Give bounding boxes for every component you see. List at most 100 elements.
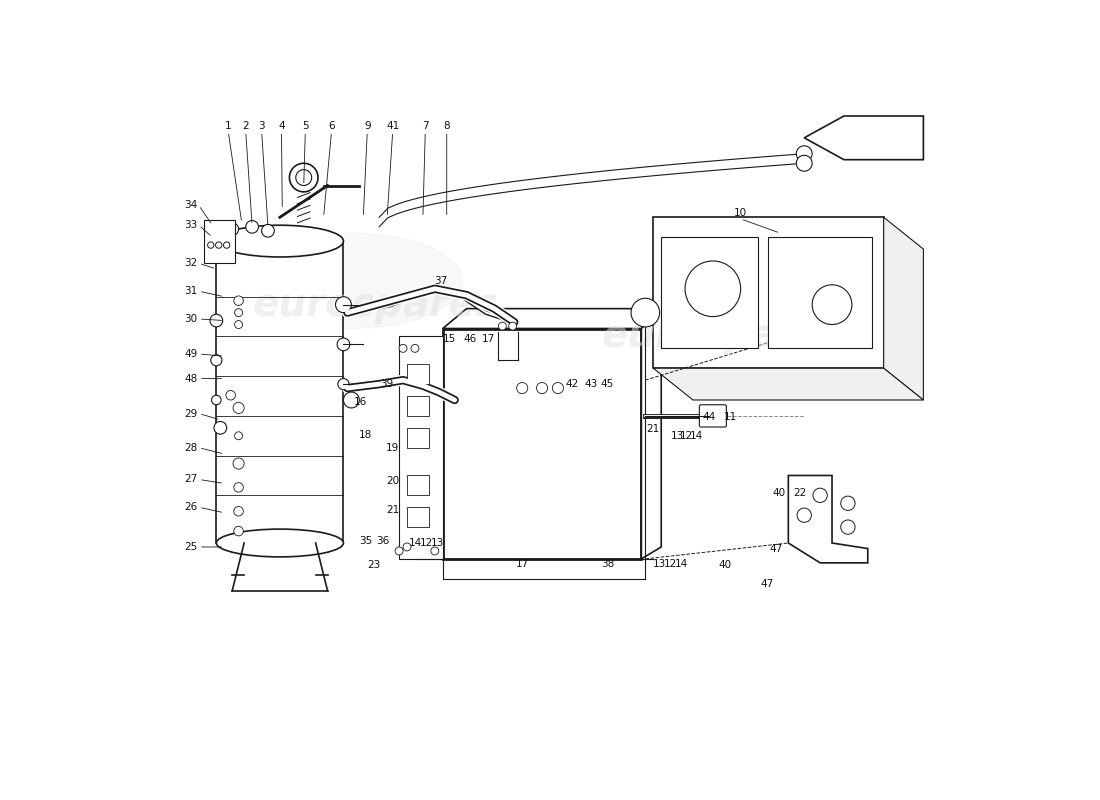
FancyArrow shape <box>804 116 923 160</box>
Circle shape <box>234 526 243 536</box>
Text: 12: 12 <box>680 430 693 441</box>
Bar <box>205 220 234 263</box>
Text: 17: 17 <box>516 559 529 570</box>
Circle shape <box>685 261 740 317</box>
Circle shape <box>296 170 311 186</box>
Circle shape <box>798 508 812 522</box>
Text: 9: 9 <box>364 121 371 131</box>
Circle shape <box>214 422 227 434</box>
Circle shape <box>840 496 855 510</box>
Circle shape <box>498 322 506 330</box>
Circle shape <box>233 402 244 414</box>
Text: 13: 13 <box>653 559 667 570</box>
Bar <box>661 237 758 348</box>
Circle shape <box>210 314 222 327</box>
Text: 17: 17 <box>482 334 495 344</box>
Text: 6: 6 <box>328 121 334 131</box>
Text: 23: 23 <box>367 560 381 570</box>
Circle shape <box>337 338 350 350</box>
Text: 47: 47 <box>770 543 783 554</box>
Circle shape <box>234 296 243 306</box>
Text: 1: 1 <box>224 121 232 131</box>
Text: 14: 14 <box>675 559 689 570</box>
Polygon shape <box>883 218 923 400</box>
Text: 37: 37 <box>433 276 447 286</box>
Bar <box>653 218 883 368</box>
Circle shape <box>813 488 827 502</box>
Circle shape <box>399 344 407 352</box>
Text: 42: 42 <box>565 379 579 389</box>
Text: 11: 11 <box>724 413 737 422</box>
Circle shape <box>796 146 812 162</box>
Circle shape <box>552 382 563 394</box>
Circle shape <box>796 155 812 171</box>
Circle shape <box>411 344 419 352</box>
Bar <box>399 337 442 559</box>
Bar <box>407 428 429 448</box>
Bar <box>407 364 429 384</box>
Text: 25: 25 <box>185 542 198 552</box>
FancyBboxPatch shape <box>700 405 726 427</box>
Text: 28: 28 <box>185 442 198 453</box>
Text: 46: 46 <box>464 334 477 344</box>
Text: 36: 36 <box>376 537 389 546</box>
Polygon shape <box>442 309 661 329</box>
Circle shape <box>338 378 349 390</box>
Text: 45: 45 <box>601 379 614 389</box>
Text: 12: 12 <box>420 538 433 548</box>
Circle shape <box>431 547 439 555</box>
Circle shape <box>234 321 243 329</box>
Circle shape <box>245 221 258 233</box>
Circle shape <box>211 395 221 405</box>
Text: 40: 40 <box>772 488 785 498</box>
Bar <box>769 237 872 348</box>
Ellipse shape <box>217 529 343 557</box>
Text: 38: 38 <box>602 559 615 570</box>
Circle shape <box>631 298 660 327</box>
Text: 29: 29 <box>185 409 198 418</box>
Bar <box>442 329 641 559</box>
Text: 13: 13 <box>671 430 684 441</box>
Text: 3: 3 <box>258 121 265 131</box>
Text: 14: 14 <box>690 430 703 441</box>
Circle shape <box>262 225 274 237</box>
Text: 31: 31 <box>185 286 198 296</box>
Text: 8: 8 <box>443 121 450 131</box>
Text: 13: 13 <box>430 538 443 548</box>
Text: 40: 40 <box>718 560 732 570</box>
Text: 47: 47 <box>760 579 773 590</box>
Circle shape <box>343 392 360 408</box>
Bar <box>407 475 429 495</box>
Bar <box>217 241 343 543</box>
Text: 32: 32 <box>185 258 198 268</box>
Text: 16: 16 <box>354 398 367 407</box>
Text: 5: 5 <box>302 121 309 131</box>
Circle shape <box>216 242 222 248</box>
Circle shape <box>208 242 214 248</box>
Text: 2: 2 <box>242 121 249 131</box>
Text: 14: 14 <box>408 538 421 548</box>
Circle shape <box>508 322 517 330</box>
Text: 21: 21 <box>386 505 399 514</box>
Circle shape <box>234 432 243 440</box>
Text: 19: 19 <box>386 442 399 453</box>
Circle shape <box>226 390 235 400</box>
Circle shape <box>211 354 222 366</box>
Text: 21: 21 <box>647 424 660 434</box>
Circle shape <box>840 520 855 534</box>
Circle shape <box>226 223 239 235</box>
Ellipse shape <box>240 233 463 329</box>
Text: eurospares: eurospares <box>602 318 848 355</box>
Polygon shape <box>641 309 661 559</box>
Circle shape <box>403 543 411 551</box>
Circle shape <box>336 297 351 313</box>
Text: 22: 22 <box>793 488 807 498</box>
Text: 34: 34 <box>185 200 198 210</box>
Circle shape <box>234 482 243 492</box>
Text: 18: 18 <box>359 430 372 440</box>
Ellipse shape <box>217 226 343 257</box>
Text: 26: 26 <box>185 502 198 512</box>
Text: 7: 7 <box>422 121 429 131</box>
Bar <box>407 507 429 527</box>
Polygon shape <box>789 475 868 563</box>
